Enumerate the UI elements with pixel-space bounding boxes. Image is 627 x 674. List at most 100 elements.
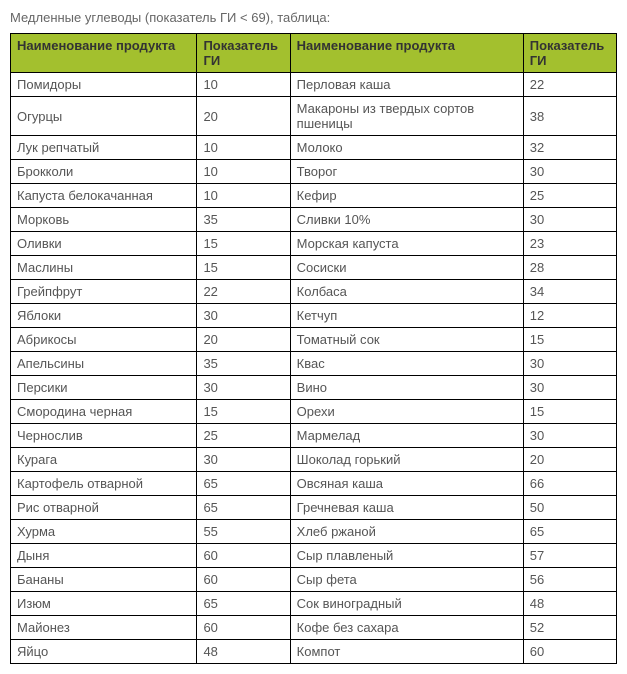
gi-value-right: 23 xyxy=(523,232,616,256)
gi-value-right: 65 xyxy=(523,520,616,544)
gi-value-left: 10 xyxy=(197,73,290,97)
table-row: Картофель отварной65Овсяная каша66 xyxy=(11,472,617,496)
gi-value-left: 30 xyxy=(197,304,290,328)
table-row: Лук репчатый10Молоко32 xyxy=(11,136,617,160)
gi-value-right: 20 xyxy=(523,448,616,472)
gi-value-right: 60 xyxy=(523,640,616,664)
product-name-left: Картофель отварной xyxy=(11,472,197,496)
gi-value-left: 60 xyxy=(197,544,290,568)
product-name-left: Хурма xyxy=(11,520,197,544)
table-row: Майонез60Кофе без сахара52 xyxy=(11,616,617,640)
header-gi-1: Показатель ГИ xyxy=(197,34,290,73)
product-name-right: Томатный сок xyxy=(290,328,523,352)
gi-value-left: 35 xyxy=(197,208,290,232)
product-name-left: Изюм xyxy=(11,592,197,616)
table-row: Помидоры10Перловая каша22 xyxy=(11,73,617,97)
product-name-right: Сосиски xyxy=(290,256,523,280)
table-row: Изюм65Сок виноградный48 xyxy=(11,592,617,616)
gi-value-left: 30 xyxy=(197,376,290,400)
product-name-left: Грейпфрут xyxy=(11,280,197,304)
gi-value-left: 15 xyxy=(197,400,290,424)
product-name-right: Орехи xyxy=(290,400,523,424)
product-name-right: Вино xyxy=(290,376,523,400)
product-name-right: Колбаса xyxy=(290,280,523,304)
product-name-right: Морская капуста xyxy=(290,232,523,256)
gi-value-left: 65 xyxy=(197,592,290,616)
gi-value-left: 60 xyxy=(197,616,290,640)
product-name-right: Гречневая каша xyxy=(290,496,523,520)
product-name-right: Молоко xyxy=(290,136,523,160)
gi-value-right: 48 xyxy=(523,592,616,616)
gi-value-left: 35 xyxy=(197,352,290,376)
product-name-right: Перловая каша xyxy=(290,73,523,97)
gi-value-left: 65 xyxy=(197,472,290,496)
table-row: Персики30Вино30 xyxy=(11,376,617,400)
product-name-left: Персики xyxy=(11,376,197,400)
product-name-left: Помидоры xyxy=(11,73,197,97)
table-row: Смородина черная15Орехи15 xyxy=(11,400,617,424)
gi-value-right: 32 xyxy=(523,136,616,160)
product-name-right: Кофе без сахара xyxy=(290,616,523,640)
product-name-left: Дыня xyxy=(11,544,197,568)
table-row: Грейпфрут22Колбаса34 xyxy=(11,280,617,304)
gi-value-left: 65 xyxy=(197,496,290,520)
product-name-right: Овсяная каша xyxy=(290,472,523,496)
gi-value-right: 15 xyxy=(523,400,616,424)
gi-value-right: 38 xyxy=(523,97,616,136)
product-name-right: Мармелад xyxy=(290,424,523,448)
table-row: Оливки15Морская капуста23 xyxy=(11,232,617,256)
page-title: Медленные углеводы (показатель ГИ < 69),… xyxy=(10,10,617,25)
gi-value-right: 25 xyxy=(523,184,616,208)
product-name-right: Хлеб ржаной xyxy=(290,520,523,544)
product-name-left: Смородина черная xyxy=(11,400,197,424)
gi-value-right: 22 xyxy=(523,73,616,97)
product-name-right: Сливки 10% xyxy=(290,208,523,232)
table-row: Огурцы20Макароны из твердых сортов пшени… xyxy=(11,97,617,136)
table-row: Яйцо48Компот60 xyxy=(11,640,617,664)
product-name-right: Сыр плавленый xyxy=(290,544,523,568)
table-row: Бананы60Сыр фета56 xyxy=(11,568,617,592)
header-name-2: Наименование продукта xyxy=(290,34,523,73)
product-name-left: Морковь xyxy=(11,208,197,232)
product-name-left: Лук репчатый xyxy=(11,136,197,160)
product-name-right: Макароны из твердых сортов пшеницы xyxy=(290,97,523,136)
header-row: Наименование продукта Показатель ГИ Наим… xyxy=(11,34,617,73)
table-row: Хурма55Хлеб ржаной65 xyxy=(11,520,617,544)
product-name-left: Бананы xyxy=(11,568,197,592)
gi-value-left: 10 xyxy=(197,160,290,184)
gi-value-right: 28 xyxy=(523,256,616,280)
gi-value-right: 30 xyxy=(523,208,616,232)
product-name-right: Сок виноградный xyxy=(290,592,523,616)
table-row: Морковь35Сливки 10%30 xyxy=(11,208,617,232)
product-name-left: Рис отварной xyxy=(11,496,197,520)
product-name-left: Огурцы xyxy=(11,97,197,136)
product-name-left: Абрикосы xyxy=(11,328,197,352)
gi-value-left: 20 xyxy=(197,97,290,136)
product-name-left: Апельсины xyxy=(11,352,197,376)
product-name-left: Капуста белокачанная xyxy=(11,184,197,208)
table-row: Абрикосы20Томатный сок15 xyxy=(11,328,617,352)
product-name-right: Шоколад горький xyxy=(290,448,523,472)
gi-value-right: 56 xyxy=(523,568,616,592)
product-name-right: Кетчуп xyxy=(290,304,523,328)
gi-table: Наименование продукта Показатель ГИ Наим… xyxy=(10,33,617,664)
table-row: Курага30Шоколад горький20 xyxy=(11,448,617,472)
gi-value-left: 10 xyxy=(197,184,290,208)
product-name-right: Сыр фета xyxy=(290,568,523,592)
product-name-left: Яйцо xyxy=(11,640,197,664)
gi-value-right: 57 xyxy=(523,544,616,568)
table-row: Капуста белокачанная10Кефир25 xyxy=(11,184,617,208)
gi-value-right: 30 xyxy=(523,160,616,184)
gi-value-right: 30 xyxy=(523,376,616,400)
table-row: Рис отварной65Гречневая каша50 xyxy=(11,496,617,520)
gi-value-right: 30 xyxy=(523,424,616,448)
product-name-left: Чернослив xyxy=(11,424,197,448)
product-name-left: Яблоки xyxy=(11,304,197,328)
table-row: Брокколи10Творог30 xyxy=(11,160,617,184)
gi-value-left: 10 xyxy=(197,136,290,160)
product-name-right: Кефир xyxy=(290,184,523,208)
product-name-right: Квас xyxy=(290,352,523,376)
table-row: Апельсины35Квас30 xyxy=(11,352,617,376)
gi-value-right: 34 xyxy=(523,280,616,304)
product-name-left: Оливки xyxy=(11,232,197,256)
